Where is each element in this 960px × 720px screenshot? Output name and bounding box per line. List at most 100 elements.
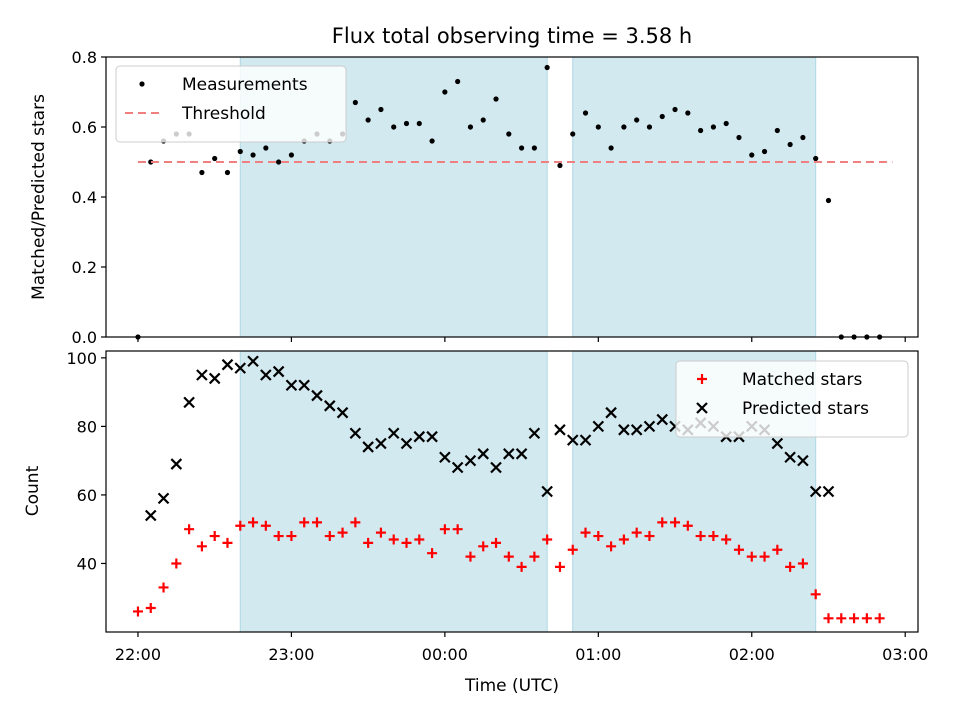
measurements-point [276, 159, 282, 165]
measurements-point [825, 197, 832, 204]
predicted-stars-point [298, 379, 310, 392]
measurements-point [199, 169, 205, 176]
matched-stars-point [401, 537, 412, 548]
predicted-stars-point [439, 451, 451, 464]
ratio-legend: Measurements Threshold [115, 65, 347, 143]
y-tick-label: 80 [77, 417, 97, 436]
y-tick-label: 40 [77, 554, 97, 573]
measurements-point [698, 127, 704, 134]
ratio-plot: 0.0 0.2 0.4 0.6 0.8 Measurements Threshold [72, 48, 919, 347]
predicted-stars-point [196, 369, 208, 381]
predicted-stars-point [618, 424, 630, 436]
matched-stars-point [414, 534, 425, 545]
measurements-point [570, 131, 576, 137]
matched-stars-point [618, 534, 629, 545]
measurements-point [250, 152, 256, 158]
predicted-stars-point [260, 369, 272, 381]
measurements-point [455, 78, 461, 85]
matched-stars-point [772, 544, 783, 555]
matched-stars-point [491, 537, 502, 548]
measurements-point [813, 155, 819, 162]
predicted-stars-point [477, 448, 490, 460]
predicted-stars-point [400, 437, 413, 450]
measurements-point [544, 64, 550, 71]
matched-stars-point [273, 531, 284, 542]
predicted-stars-point [643, 420, 656, 433]
predicted-stars-point [464, 454, 477, 467]
measurements-point [224, 169, 231, 176]
matched-stars-point [439, 524, 450, 535]
predicted-stars-point [170, 458, 183, 470]
matched-stars-point [235, 520, 246, 531]
predicted-stars-point [387, 427, 400, 440]
matched-stars-point [644, 531, 655, 542]
measurements-point [749, 152, 755, 158]
matched-stars-point [209, 531, 220, 542]
matched-stars-point [375, 527, 386, 538]
predicted-stars-point [528, 427, 541, 440]
matched-stars-point [465, 551, 476, 562]
matched-stars-point [311, 517, 322, 528]
matched-stars-point [260, 520, 271, 531]
matched-stars-point [363, 537, 374, 548]
legend-label-matched-stars: Matched stars [742, 370, 862, 390]
predicted-stars-point [183, 396, 195, 409]
legend-swatch-measurements [139, 81, 145, 87]
matched-stars-point [503, 551, 514, 562]
matched-stars-point [145, 603, 156, 614]
x-tick-label: 23:00 [268, 645, 314, 664]
matched-stars-point [810, 589, 821, 600]
matched-stars-point [670, 517, 681, 528]
measurements-point [659, 113, 665, 120]
matched-stars-point [388, 534, 399, 545]
measurements-point [378, 106, 384, 113]
matched-stars-point [606, 541, 617, 552]
predicted-stars-point [566, 434, 579, 446]
measurements-point [148, 159, 154, 165]
y-tick-label: 60 [77, 486, 97, 505]
legend-label-predicted-stars: Predicted stars [742, 399, 869, 419]
count-y-axis-label: Count [23, 465, 43, 516]
predicted-stars-point [144, 509, 157, 522]
measurements-point [237, 148, 243, 155]
legend-label-threshold: Threshold [181, 104, 266, 124]
y-tick-label: 100 [66, 349, 97, 368]
measurements-point [403, 120, 410, 127]
y-tick-label: 0.2 [72, 258, 97, 277]
measurements-point [480, 117, 486, 123]
matched-stars-point [567, 544, 578, 555]
predicted-stars-point [272, 365, 285, 378]
x-tick-label: 02:00 [729, 645, 775, 664]
predicted-stars-point [375, 437, 387, 450]
x-tick-label: 22:00 [115, 645, 161, 664]
predicted-stars-point [208, 372, 221, 385]
measurements-point [774, 127, 780, 134]
matched-stars-point [158, 582, 169, 593]
measurements-point [582, 110, 589, 116]
measurements-point [646, 124, 653, 130]
measurements-point [442, 89, 448, 95]
measurements-point [557, 162, 563, 169]
matched-stars-point [836, 613, 847, 624]
matched-stars-point [797, 558, 808, 569]
predicted-stars-point [362, 441, 374, 453]
measurements-point [608, 145, 614, 151]
predicted-stars-point [809, 485, 822, 498]
predicted-stars-point [797, 454, 809, 467]
predicted-stars-point [451, 461, 464, 474]
matched-stars-point [874, 613, 885, 624]
measurements-point [531, 145, 537, 151]
figure-title: Flux total observing time = 3.58 h [332, 24, 692, 48]
matched-stars-point [516, 561, 527, 572]
predicted-stars-point [592, 420, 605, 433]
predicted-stars-point [656, 413, 669, 426]
y-tick-label: 0.6 [72, 118, 97, 137]
matched-stars-point [823, 613, 834, 624]
x-axis-label: Time (UTC) [464, 676, 559, 696]
predicted-stars-point [426, 430, 438, 443]
measurements-point [672, 106, 678, 113]
x-tick-label: 01:00 [575, 645, 621, 664]
measurements-point [736, 134, 742, 141]
shaded-interval-2 [572, 56, 817, 338]
